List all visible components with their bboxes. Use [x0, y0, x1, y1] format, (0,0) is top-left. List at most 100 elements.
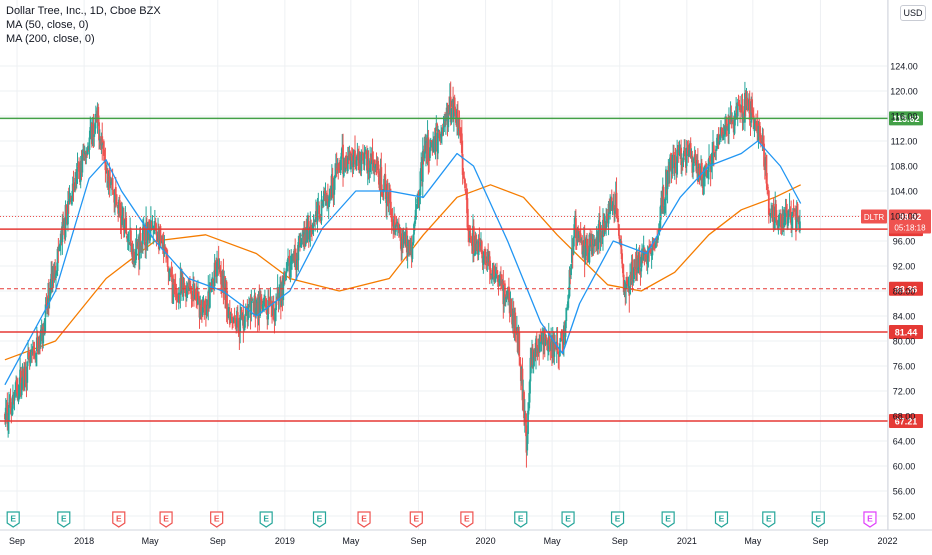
candle-body [454, 108, 457, 117]
candle-body [439, 136, 442, 140]
candle-body [339, 159, 342, 174]
earnings-marker[interactable] [561, 511, 575, 528]
candle-body [71, 198, 73, 205]
candle-body [110, 181, 112, 186]
earnings-marker[interactable] [714, 511, 729, 528]
candle-body [429, 142, 432, 148]
candle-body [285, 268, 288, 274]
candle-body [382, 194, 384, 196]
candle-body [772, 203, 775, 229]
symbol-tag [861, 209, 887, 224]
time-axis[interactable]: Sep 2018 May Sep 2019 May Sep 2020 May Sep 2021 May… [0, 529, 932, 546]
candle-body [11, 407, 14, 416]
candle-body [16, 390, 19, 400]
candle-body [143, 224, 146, 241]
candle-body [759, 126, 761, 143]
earnings-marker[interactable] [661, 511, 675, 528]
earnings-marker[interactable] [460, 511, 474, 528]
candle-body [560, 335, 563, 339]
candle-body [767, 187, 769, 189]
earnings-marker[interactable] [610, 511, 625, 528]
candle-body [519, 357, 521, 365]
price-tick-label: 112.00 [891, 137, 918, 147]
candle-body [636, 255, 639, 273]
candle-body [535, 338, 538, 348]
candle-body [272, 301, 275, 320]
candle-body [367, 160, 370, 171]
earnings-marker[interactable] [210, 511, 224, 528]
earnings-marker[interactable] [514, 511, 528, 528]
earnings-marker-label: E [464, 514, 470, 524]
earnings-marker[interactable] [863, 511, 877, 528]
candle-body [153, 225, 155, 228]
level-price-label: 67.21 [895, 416, 918, 426]
candle-body [33, 351, 36, 359]
candle-body [115, 194, 118, 205]
candle-body [93, 134, 96, 137]
candle-body [535, 338, 537, 357]
candle-body [401, 233, 404, 245]
candle-body [134, 249, 137, 263]
candle-body [237, 321, 240, 334]
earnings-marker[interactable] [259, 511, 273, 528]
candle-body [496, 270, 498, 274]
price-axis[interactable]: 52.00 56.00 60.00 64.00 68.00 72.00 76.00 80.00… [887, 0, 918, 530]
candle-body [191, 296, 194, 298]
candle-body [496, 275, 499, 282]
candle-body [260, 299, 263, 305]
candle-body [700, 162, 703, 179]
candle-body [108, 175, 111, 184]
candle-body [740, 110, 742, 113]
candle-body [615, 192, 618, 216]
earnings-marker[interactable] [6, 511, 20, 528]
candle-body [263, 302, 265, 304]
earnings-marker[interactable] [312, 511, 327, 528]
candle-body [270, 300, 273, 307]
candle-body [201, 307, 204, 316]
candle-body [20, 383, 23, 396]
candle-body [328, 194, 331, 204]
candle-body [769, 213, 772, 217]
candle-body [291, 259, 293, 264]
candle-body [16, 379, 18, 393]
candle-body [789, 208, 792, 216]
candle-body [111, 177, 114, 190]
candle-body [261, 305, 264, 307]
price-tick-label: 116.00 [891, 112, 918, 122]
candle-body [570, 264, 572, 276]
earnings-marker-label: E [766, 514, 772, 524]
time-tick-label: May [744, 536, 762, 546]
time-tick-label: May [544, 536, 562, 546]
candle-body [68, 198, 71, 202]
candle-body [460, 133, 463, 153]
candle-body [474, 235, 477, 255]
candle-body [36, 336, 39, 348]
earnings-marker[interactable] [57, 511, 71, 528]
earnings-marker[interactable] [409, 511, 423, 528]
candle-body [163, 244, 166, 255]
candle-body [682, 157, 685, 163]
earnings-marker[interactable] [159, 511, 173, 528]
candle-body [645, 253, 647, 259]
earnings-marker[interactable] [357, 511, 371, 528]
candle-body [684, 148, 687, 158]
candle-body [384, 174, 387, 191]
candle-body [81, 155, 84, 173]
time-tick-label: 2021 [677, 536, 697, 546]
candle-body [58, 246, 61, 251]
candle-body [655, 236, 658, 244]
candle-body [521, 368, 524, 401]
currency-badge[interactable]: USD [900, 5, 926, 21]
earnings-marker[interactable] [762, 511, 776, 528]
candle-body [748, 98, 751, 120]
earnings-marker[interactable] [811, 511, 825, 528]
earnings-marker-label: E [413, 514, 419, 524]
levels-layer[interactable]: 115.6297.9088.3681.4467.21DLTR99.9205:18… [0, 111, 931, 428]
candle-body [418, 195, 421, 201]
candle-body [724, 126, 726, 137]
earnings-marker[interactable] [112, 511, 126, 528]
candle-body [390, 214, 393, 222]
